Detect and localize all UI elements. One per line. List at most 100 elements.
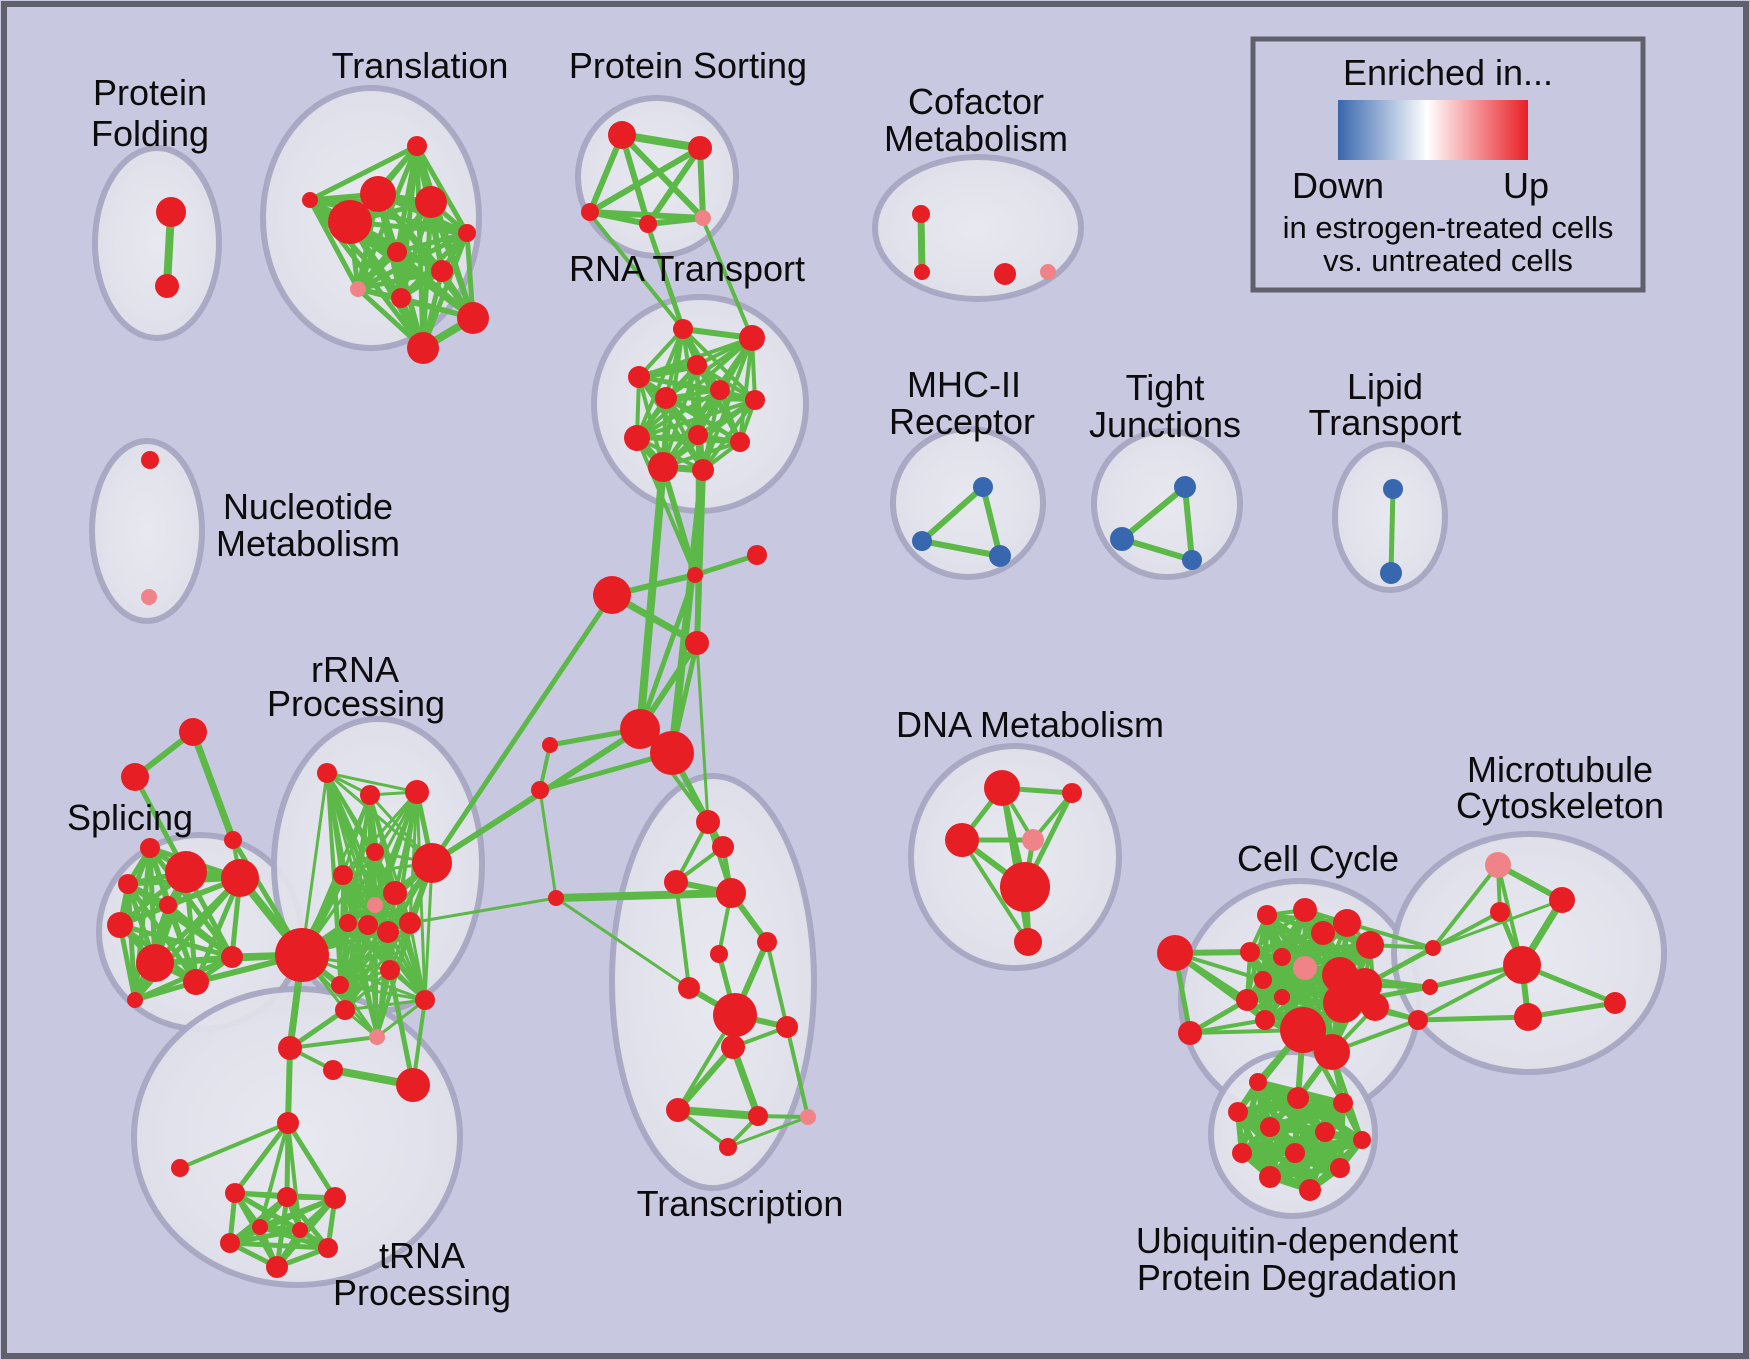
gene-set-node-transcription [800, 1109, 816, 1125]
edge-trna-processing [227, 1240, 331, 1251]
gene-set-node-ubiquitin-dependent-protein-degradation [1260, 1117, 1280, 1137]
edge-rrna-processing [343, 998, 427, 1012]
edge-transcription [674, 1106, 762, 1120]
cluster-label-cofactor-metabolism: Cofactor [908, 81, 1044, 122]
gene-set-node-rrna-processing [415, 990, 435, 1010]
edge-connector [692, 552, 760, 578]
gene-set-node-microtubule-cytoskeleton [1514, 1003, 1542, 1031]
legend-gradient-bar [1338, 100, 1528, 160]
gene-set-node-microtubule-cytoskeleton [1490, 902, 1510, 922]
edge-rna-transport [635, 398, 757, 440]
cluster-label-nucleotide-metabolism: Nucleotide [223, 486, 393, 527]
gene-set-node-mhc-ii-receptor [912, 531, 932, 551]
cluster-label-nucleotide-metabolism: Metabolism [216, 523, 400, 564]
edge-trna-processing [232, 1120, 291, 1196]
gene-set-node-transcription [721, 1035, 745, 1059]
gene-set-node-splicing [183, 969, 209, 995]
legend: Enriched in... Down Up in estrogen-treat… [1250, 36, 1646, 293]
gene-set-node-ubiquitin-dependent-protein-degradation [1285, 1143, 1305, 1163]
edge-protein-sorting [645, 215, 706, 227]
gene-set-node-rrna-processing [339, 914, 357, 932]
edge-rna-transport [701, 398, 757, 472]
edge-splicing [117, 922, 235, 960]
edge-rna-transport [738, 336, 754, 444]
edge-rrna-processing [373, 903, 427, 1002]
gene-set-node-ubiquitin-dependent-protein-degradation [1249, 1073, 1267, 1091]
gene-set-node-rrna-processing [412, 843, 452, 883]
gene-set-node-connector [1425, 940, 1441, 956]
edge-mhc-ii-receptor [980, 484, 1003, 559]
gene-set-node-translation [407, 136, 427, 156]
gene-set-node-transcription [712, 836, 734, 858]
gene-set-node-translation [387, 242, 407, 262]
edge-ubiquitin-dependent-protein-degradation [1267, 1165, 1343, 1180]
edge-protein-sorting [587, 209, 706, 221]
gene-set-node-dna-metabolism [1000, 862, 1050, 912]
cluster-label-tight-junctions: Tight [1126, 367, 1205, 408]
edge-transcription [765, 940, 789, 1029]
edge-rrna-processing [300, 771, 329, 957]
edge-transcription [552, 889, 735, 902]
gene-set-node-dna-metabolism [1022, 829, 1044, 851]
edge-connector [635, 436, 697, 577]
cluster-ellipse-protein-folding [92, 145, 222, 341]
gene-set-node-ubiquitin-dependent-protein-degradation [1299, 1179, 1321, 1201]
edge-rna-transport [664, 396, 757, 402]
cluster-label-lipid-transport: Lipid [1347, 366, 1423, 407]
edge-connector [1345, 921, 1435, 950]
gene-set-node-connector [747, 545, 767, 565]
gene-set-node-connector [650, 731, 694, 775]
edge-cell-cycle [1280, 943, 1372, 959]
gene-set-node-rna-transport [688, 425, 708, 445]
edge-transcription [675, 1044, 736, 1113]
cluster-label-trna-processing: tRNA [379, 1235, 465, 1276]
gene-set-node-transcription [664, 870, 688, 894]
edge-connector [660, 464, 698, 578]
edge-translation [414, 143, 470, 236]
cluster-ellipse-nucleotide-metabolism [89, 438, 205, 624]
gene-set-node-transcription [719, 1138, 737, 1156]
legend-caption-line2: vs. untreated cells [1323, 243, 1573, 278]
gene-set-node-rrna-processing [275, 928, 329, 982]
cluster-label-splicing: Splicing [67, 797, 193, 838]
cluster-label-trna-processing: Processing [333, 1272, 511, 1313]
edge-tight-junctions [1182, 484, 1195, 563]
gene-set-node-connector [323, 1060, 343, 1080]
gene-set-node-trna-processing [220, 1233, 240, 1253]
edge-rrna-processing [408, 921, 427, 1002]
gene-set-node-microtubule-cytoskeleton [1549, 887, 1575, 913]
edge-rrna-processing [341, 790, 419, 877]
gene-set-node-translation [391, 288, 411, 308]
gene-set-node-rrna-processing [331, 976, 349, 994]
gene-set-node-connector [593, 576, 631, 614]
gene-set-node-ubiquitin-dependent-protein-degradation [1232, 1143, 1252, 1163]
gene-set-node-translation [328, 200, 372, 244]
edge-connector [645, 223, 686, 332]
gene-set-node-connector [685, 631, 709, 655]
edge-rna-transport [635, 327, 685, 440]
gene-set-node-connector [179, 718, 207, 746]
edge-connector [695, 641, 710, 824]
gene-set-node-cell-cycle [1157, 935, 1193, 971]
gene-set-node-rrna-processing [358, 915, 378, 935]
gene-set-node-tight-junctions [1110, 527, 1134, 551]
edge-rrna-processing [338, 983, 379, 1039]
gene-set-node-transcription [748, 1106, 768, 1126]
gene-set-node-microtubule-cytoskeleton [1485, 852, 1511, 878]
edge-rna-transport [637, 375, 705, 472]
gene-set-node-protein-sorting [695, 210, 711, 226]
gene-set-node-cofactor-metabolism [994, 263, 1016, 285]
edge-transcription [554, 896, 691, 990]
cluster-label-mhc-ii-receptor: MHC-II [907, 364, 1021, 405]
edge-protein-sorting [619, 132, 706, 221]
edge-translation [394, 230, 470, 255]
gene-set-node-splicing [221, 859, 259, 897]
gene-set-node-ubiquitin-dependent-protein-degradation [1259, 1166, 1281, 1188]
gene-set-node-transcription [776, 1016, 798, 1038]
cluster-label-microtubule-cytoskeleton: Cytoskeleton [1456, 785, 1664, 826]
gene-set-node-cell-cycle [1323, 983, 1363, 1023]
gene-set-node-connector [542, 737, 558, 753]
edge-connector [537, 750, 675, 793]
edge-tight-junctions [1119, 536, 1195, 563]
